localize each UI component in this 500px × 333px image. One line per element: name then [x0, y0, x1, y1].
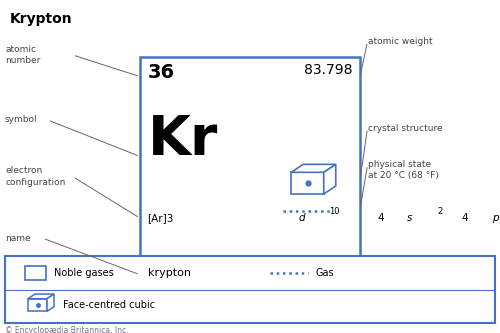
Text: 4: 4 [377, 213, 384, 223]
Text: d: d [298, 213, 305, 223]
Text: crystal structure: crystal structure [368, 124, 442, 133]
Text: electron
configuration: electron configuration [5, 166, 66, 186]
Text: Face-centred cubic: Face-centred cubic [63, 300, 155, 310]
Text: s: s [408, 213, 412, 223]
Text: 36: 36 [148, 63, 174, 82]
Text: © Encyclopædia Britannica, Inc.: © Encyclopædia Britannica, Inc. [5, 326, 128, 333]
Polygon shape [324, 165, 336, 194]
Text: [Ar]3: [Ar]3 [148, 213, 174, 223]
Text: 10: 10 [329, 207, 340, 216]
Text: krypton: krypton [148, 268, 190, 278]
Polygon shape [28, 294, 54, 299]
Text: Gas: Gas [315, 268, 334, 278]
Text: Noble gases: Noble gases [54, 268, 113, 278]
Text: physical state
at 20 °C (68 °F): physical state at 20 °C (68 °F) [368, 160, 438, 180]
Bar [140, 57, 360, 296]
Text: name: name [5, 233, 30, 243]
Text: 2: 2 [438, 207, 443, 216]
Text: 4: 4 [462, 213, 468, 223]
Text: atomic
number: atomic number [5, 45, 41, 65]
Text: Kr: Kr [148, 113, 218, 167]
Text: symbol: symbol [5, 115, 38, 125]
Text: 83.798: 83.798 [304, 63, 352, 77]
Bar [5, 256, 495, 323]
Polygon shape [47, 294, 54, 311]
Text: atomic weight: atomic weight [368, 37, 432, 46]
Polygon shape [291, 165, 336, 172]
Bar [28, 299, 47, 311]
Text: p: p [492, 213, 498, 223]
Text: Krypton: Krypton [10, 12, 72, 26]
Bar [291, 172, 324, 194]
Bar [25, 266, 46, 280]
